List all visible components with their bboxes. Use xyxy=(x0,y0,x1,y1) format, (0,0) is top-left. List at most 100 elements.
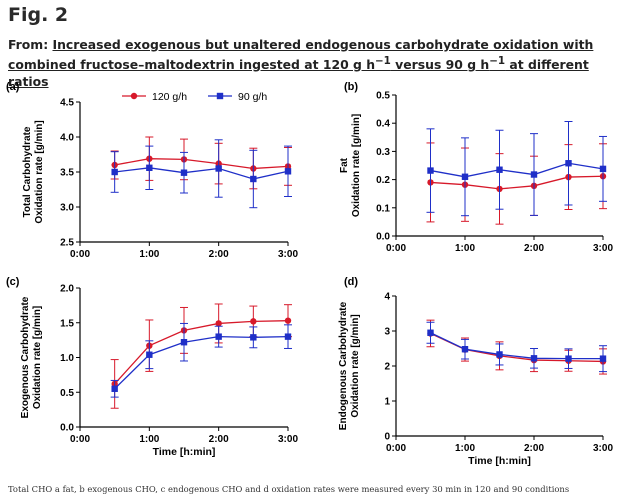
y-tick-label: 0.2 xyxy=(376,175,390,186)
series-90 xyxy=(110,139,292,209)
title-end: at different ratios xyxy=(8,57,589,90)
data-point xyxy=(180,169,188,176)
y-tick-label: 4.5 xyxy=(60,98,74,109)
series-line xyxy=(430,332,604,363)
legend-marker xyxy=(130,92,138,100)
y-tick-label: 1.5 xyxy=(60,318,74,329)
x-tick-label: 2:00 xyxy=(524,443,544,454)
y-tick-label: 1.0 xyxy=(60,353,74,364)
series-120 xyxy=(110,136,292,190)
legend-marker xyxy=(216,92,224,100)
data-point xyxy=(111,385,118,392)
y-tick-label: 0.1 xyxy=(376,203,390,214)
series-90 xyxy=(110,322,292,398)
data-point xyxy=(496,166,503,173)
data-point xyxy=(565,160,572,167)
data-point xyxy=(215,165,222,172)
y-tick-label: 2.5 xyxy=(60,238,74,249)
data-point xyxy=(427,329,434,336)
y-tick-label: 0.4 xyxy=(376,119,390,130)
series-line xyxy=(114,320,289,385)
y-tick-label: 3 xyxy=(384,327,390,338)
data-point xyxy=(530,355,538,362)
y-axis-label: Oxidation rate [g/min] xyxy=(32,306,43,409)
y-axis-label: Exogenous Carbohydrate xyxy=(20,296,31,418)
data-point xyxy=(215,320,222,327)
y-axis-label: Endogenous Carbohydrate xyxy=(338,301,349,430)
y-tick-label: 0 xyxy=(384,432,390,443)
x-tick-label: 3:00 xyxy=(278,434,298,445)
data-point xyxy=(180,339,188,346)
panel-letter: (c) xyxy=(6,276,20,288)
x-tick-label: 0:00 xyxy=(70,434,90,445)
series-line xyxy=(430,162,604,178)
series-90 xyxy=(426,121,607,217)
x-tick-label: 3:00 xyxy=(278,249,298,260)
x-tick-label: 3:00 xyxy=(593,443,613,454)
data-point xyxy=(250,334,257,341)
chart-panel-1: (a) 2.5 3.0 3.5 4.0 4.5 0:00 1:00 2:00 3:00 Total … xyxy=(6,81,298,260)
series-line xyxy=(430,175,604,190)
article-title-link[interactable]: Increased exogenous but unaltered endoge… xyxy=(8,37,593,89)
x-axis-label: Time [h:min] xyxy=(468,455,531,467)
y-axis-label: Total Carbohydrate xyxy=(22,126,33,217)
data-point xyxy=(215,333,222,340)
x-tick-label: 1:00 xyxy=(455,243,475,254)
y-axis-label: Oxidation rate [g/min] xyxy=(34,120,45,223)
legend-label: 90 g/h xyxy=(238,91,267,103)
title-mid: versus 90 g h xyxy=(390,57,490,73)
x-tick-label: 2:00 xyxy=(524,243,544,254)
x-tick-label: 3:00 xyxy=(593,243,613,254)
legend: 120 g/h 90 g/h xyxy=(122,91,267,103)
figure-title: From: Increased exogenous but unaltered … xyxy=(8,36,616,90)
y-axis-label: Oxidation rate [g/min] xyxy=(350,314,361,417)
data-point xyxy=(599,165,607,173)
y-tick-label: 0.5 xyxy=(60,388,74,399)
title-prefix: From: xyxy=(8,37,53,52)
figure-label: Fig. 2 xyxy=(8,4,69,26)
x-tick-label: 2:00 xyxy=(209,249,229,260)
data-point xyxy=(530,171,538,178)
data-point xyxy=(496,351,503,358)
chart-panel-2: (b) 0.0 0.1 0.2 0.3 0.4 0.5 0:00 1:00 2:00 3:00 Fat… xyxy=(339,81,613,254)
title-sup: −1 xyxy=(375,55,391,67)
data-point xyxy=(111,168,118,176)
y-tick-label: 4.0 xyxy=(60,133,74,144)
x-tick-label: 2:00 xyxy=(209,434,229,445)
data-point xyxy=(461,173,469,180)
data-point xyxy=(284,333,292,340)
data-point xyxy=(250,318,257,325)
data-point xyxy=(461,346,469,353)
series-90 xyxy=(426,321,607,373)
data-point xyxy=(146,351,153,358)
y-axis-label: Fat xyxy=(339,157,350,173)
y-tick-label: 2.0 xyxy=(60,284,74,295)
y-tick-label: 0.5 xyxy=(376,91,390,102)
x-tick-label: 0:00 xyxy=(386,243,406,254)
panel-letter: (a) xyxy=(6,81,20,93)
series-line xyxy=(430,332,603,360)
title-text: Increased exogenous but unaltered endoge… xyxy=(8,37,594,73)
y-tick-label: 3.5 xyxy=(60,168,74,179)
panel-letter: (b) xyxy=(344,81,358,93)
series-line xyxy=(114,167,289,180)
y-tick-label: 0.0 xyxy=(60,423,74,434)
panel-letter: (d) xyxy=(344,276,358,288)
y-tick-label: 0.0 xyxy=(376,232,390,243)
data-point xyxy=(565,355,572,362)
series-line xyxy=(114,158,289,170)
series-120 xyxy=(426,319,607,375)
y-tick-label: 3.0 xyxy=(60,203,74,214)
series-line xyxy=(114,335,289,390)
legend-label: 120 g/h xyxy=(152,91,187,103)
title-sup2: −1 xyxy=(489,55,506,67)
data-point xyxy=(427,167,434,174)
y-tick-label: 1 xyxy=(384,397,390,408)
x-tick-label: 0:00 xyxy=(70,249,90,260)
x-axis-label: Time [h:min] xyxy=(153,446,216,458)
series-120 xyxy=(110,303,292,409)
data-point xyxy=(284,168,292,175)
x-tick-label: 1:00 xyxy=(139,434,159,445)
data-point xyxy=(250,175,257,183)
